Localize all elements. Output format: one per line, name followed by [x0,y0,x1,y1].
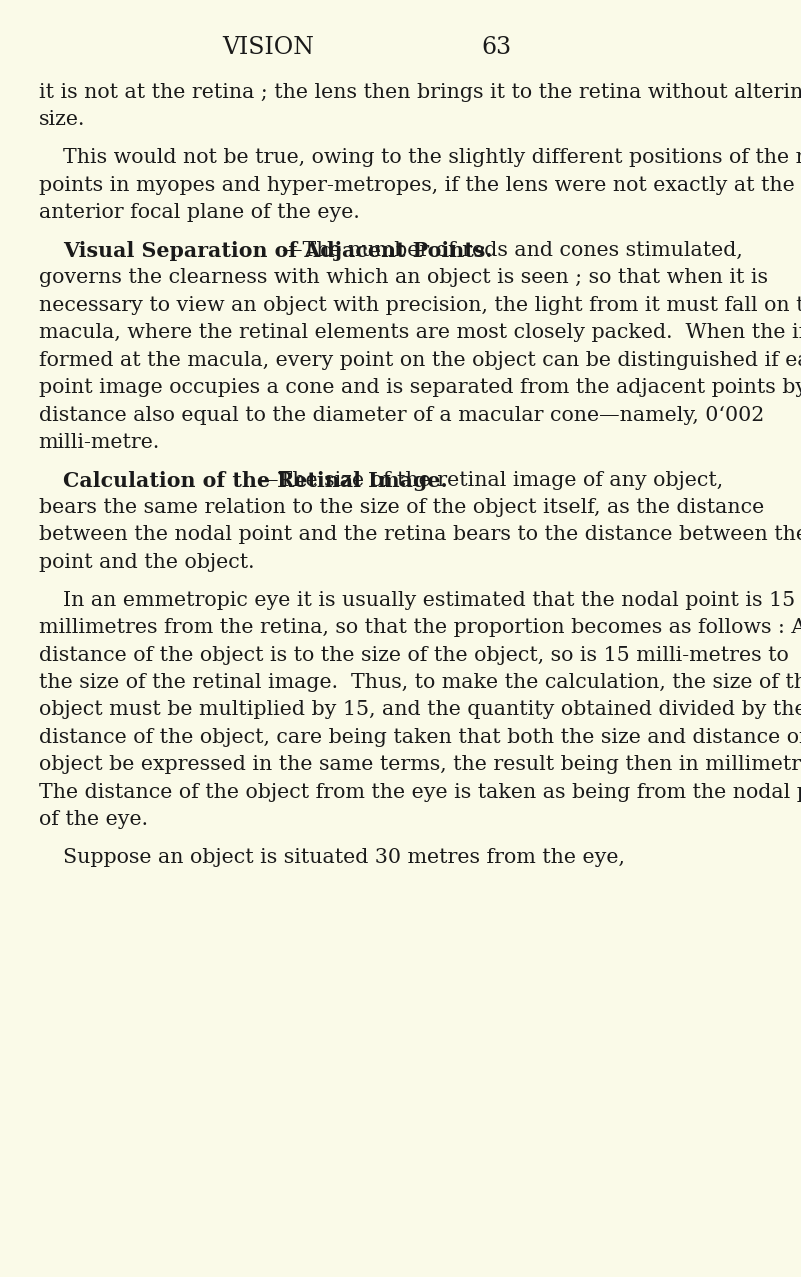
Text: object must be multiplied by 15, and the quantity obtained divided by the: object must be multiplied by 15, and the… [38,700,801,719]
Text: distance of the object, care being taken that both the size and distance of the: distance of the object, care being taken… [38,728,801,747]
Text: The distance of the object from the eye is taken as being from the nodal point: The distance of the object from the eye … [38,783,801,802]
Text: This would not be true, owing to the slightly different positions of the nodal: This would not be true, owing to the sli… [62,148,801,167]
Text: Calculation of the Retinal Image.: Calculation of the Retinal Image. [62,470,448,490]
Text: Suppose an object is situated 30 metres from the eye,: Suppose an object is situated 30 metres … [62,848,625,867]
Text: of the eye.: of the eye. [38,810,147,829]
Text: it is not at the retina ; the lens then brings it to the retina without altering: it is not at the retina ; the lens then … [38,83,801,102]
Text: millimetres from the retina, so that the proportion becomes as follows : As the: millimetres from the retina, so that the… [38,618,801,637]
Text: anterior focal plane of the eye.: anterior focal plane of the eye. [38,203,360,222]
Text: VISION: VISION [223,36,314,59]
Text: object be expressed in the same terms, the result being then in millimetres.: object be expressed in the same terms, t… [38,755,801,774]
Text: between the nodal point and the retina bears to the distance between the nodal: between the nodal point and the retina b… [38,525,801,544]
Text: distance of the object is to the size of the object, so is 15 milli-metres to: distance of the object is to the size of… [38,645,788,664]
Text: 63: 63 [481,36,511,59]
Text: point image occupies a cone and is separated from the adjacent points by a: point image occupies a cone and is separ… [38,378,801,397]
Text: macula, where the retinal elements are most closely packed.  When the image is: macula, where the retinal elements are m… [38,323,801,342]
Text: In an emmetropic eye it is usually estimated that the nodal point is 15: In an emmetropic eye it is usually estim… [62,590,795,609]
Text: points in myopes and hyper-metropes, if the lens were not exactly at the: points in myopes and hyper-metropes, if … [38,175,795,194]
Text: governs the clearness with which an object is seen ; so that when it is: governs the clearness with which an obje… [38,268,767,287]
Text: necessary to view an object with precision, the light from it must fall on the: necessary to view an object with precisi… [38,295,801,314]
Text: milli-metre.: milli-metre. [38,433,160,452]
Text: the size of the retinal image.  Thus, to make the calculation, the size of the: the size of the retinal image. Thus, to … [38,673,801,692]
Text: formed at the macula, every point on the object can be distinguished if each: formed at the macula, every point on the… [38,350,801,369]
Text: size.: size. [38,110,85,129]
Text: —The number of rods and cones stimulated,: —The number of rods and cones stimulated… [282,240,743,259]
Text: distance also equal to the diameter of a macular cone—namely, 0‘002: distance also equal to the diameter of a… [38,405,764,424]
Text: Visual Separation of Adjacent Points.: Visual Separation of Adjacent Points. [62,240,493,261]
Text: point and the object.: point and the object. [38,553,254,572]
Text: bears the same relation to the size of the object itself, as the distance: bears the same relation to the size of t… [38,498,764,517]
Text: —The size of the retinal image of any object,: —The size of the retinal image of any ob… [258,470,723,489]
